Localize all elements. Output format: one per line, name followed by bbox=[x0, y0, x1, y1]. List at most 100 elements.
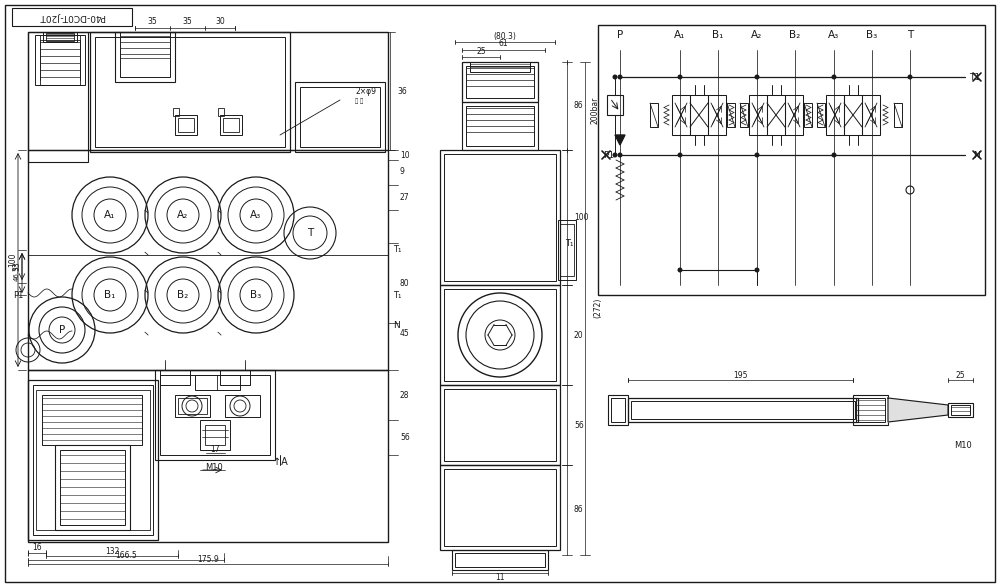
Bar bbox=[295, 82, 385, 152]
Circle shape bbox=[755, 153, 760, 157]
Text: T₁: T₁ bbox=[565, 238, 573, 248]
Bar bbox=[40, 40, 80, 85]
Text: B₁: B₁ bbox=[104, 290, 116, 300]
Bar bbox=[225, 395, 260, 417]
Bar bbox=[650, 103, 658, 127]
Bar bbox=[444, 389, 556, 461]
Bar bbox=[466, 66, 534, 98]
Bar bbox=[631, 401, 855, 419]
Text: P: P bbox=[617, 30, 623, 40]
Text: ↑A: ↑A bbox=[273, 457, 287, 467]
Bar bbox=[195, 375, 240, 390]
Bar bbox=[470, 62, 530, 72]
Text: 20: 20 bbox=[574, 330, 584, 339]
Text: P40-DC0T-J20T: P40-DC0T-J20T bbox=[39, 12, 105, 22]
Circle shape bbox=[678, 153, 682, 157]
Text: 86: 86 bbox=[574, 102, 584, 110]
Bar bbox=[598, 25, 985, 295]
Text: 132: 132 bbox=[105, 548, 119, 556]
Bar bbox=[220, 370, 250, 385]
Bar bbox=[223, 118, 239, 132]
Circle shape bbox=[906, 186, 914, 194]
Bar bbox=[200, 420, 230, 450]
Bar bbox=[558, 220, 576, 280]
Circle shape bbox=[832, 153, 836, 157]
Text: N: N bbox=[393, 321, 400, 329]
Bar bbox=[95, 37, 285, 147]
Text: 25: 25 bbox=[955, 370, 965, 380]
Bar bbox=[35, 35, 85, 85]
Text: 46.5: 46.5 bbox=[14, 265, 20, 281]
Bar bbox=[948, 403, 973, 417]
Text: A₁: A₁ bbox=[104, 210, 116, 220]
Text: 200bar: 200bar bbox=[590, 96, 600, 124]
Bar bbox=[28, 32, 388, 542]
Text: 80: 80 bbox=[400, 278, 410, 288]
Bar bbox=[218, 108, 224, 116]
Bar bbox=[220, 115, 242, 135]
Bar bbox=[826, 95, 844, 135]
Circle shape bbox=[755, 75, 760, 79]
Text: 86: 86 bbox=[574, 505, 584, 514]
Circle shape bbox=[618, 75, 622, 79]
Bar bbox=[178, 118, 194, 132]
Bar bbox=[28, 32, 88, 162]
Text: B₃: B₃ bbox=[250, 290, 262, 300]
Text: (80.3): (80.3) bbox=[494, 32, 516, 41]
Text: P1: P1 bbox=[14, 291, 24, 299]
Bar bbox=[36, 390, 150, 530]
Text: 35: 35 bbox=[183, 18, 192, 26]
Text: T: T bbox=[307, 228, 313, 238]
Bar bbox=[33, 385, 153, 535]
Text: A₂: A₂ bbox=[751, 30, 763, 40]
Text: 2×φ9: 2×φ9 bbox=[355, 87, 376, 96]
Bar bbox=[444, 469, 556, 546]
Text: P1: P1 bbox=[603, 150, 614, 160]
Bar bbox=[115, 32, 175, 82]
Bar bbox=[300, 87, 380, 147]
Text: P: P bbox=[59, 325, 65, 335]
Circle shape bbox=[612, 153, 618, 157]
Text: M10: M10 bbox=[205, 464, 223, 473]
Circle shape bbox=[612, 75, 618, 79]
Bar bbox=[767, 95, 785, 135]
Text: 27: 27 bbox=[400, 193, 410, 201]
Circle shape bbox=[755, 268, 760, 272]
Bar bbox=[708, 95, 726, 135]
Bar bbox=[611, 398, 625, 422]
Bar bbox=[28, 380, 158, 540]
Bar bbox=[440, 465, 560, 550]
Text: 166.5: 166.5 bbox=[115, 552, 137, 561]
Text: N: N bbox=[973, 150, 980, 160]
Text: T1: T1 bbox=[969, 73, 980, 82]
Text: 36: 36 bbox=[397, 86, 407, 96]
Bar bbox=[440, 285, 560, 385]
Bar bbox=[160, 375, 270, 455]
Bar bbox=[60, 450, 125, 525]
Bar bbox=[120, 32, 170, 77]
Bar bbox=[12, 8, 132, 26]
Bar bbox=[804, 103, 812, 127]
Bar bbox=[55, 445, 130, 530]
Circle shape bbox=[678, 75, 682, 79]
Text: B₃: B₃ bbox=[866, 30, 878, 40]
Bar bbox=[628, 398, 858, 422]
Bar bbox=[178, 398, 207, 414]
Text: 56: 56 bbox=[574, 420, 584, 430]
Text: 175.9: 175.9 bbox=[197, 555, 219, 565]
Text: 56: 56 bbox=[400, 433, 410, 441]
Text: 9: 9 bbox=[400, 167, 405, 177]
Text: 33: 33 bbox=[12, 261, 22, 271]
Circle shape bbox=[618, 153, 622, 157]
Bar bbox=[862, 95, 880, 135]
Text: B₂: B₂ bbox=[177, 290, 189, 300]
Text: A₃: A₃ bbox=[828, 30, 840, 40]
Text: 10: 10 bbox=[400, 150, 410, 160]
Bar bbox=[46, 33, 74, 41]
Bar bbox=[452, 550, 548, 570]
Text: M10: M10 bbox=[954, 440, 972, 450]
Text: T₁: T₁ bbox=[393, 291, 401, 299]
Text: 28: 28 bbox=[400, 390, 410, 400]
Bar bbox=[205, 425, 225, 445]
Bar bbox=[90, 32, 290, 152]
